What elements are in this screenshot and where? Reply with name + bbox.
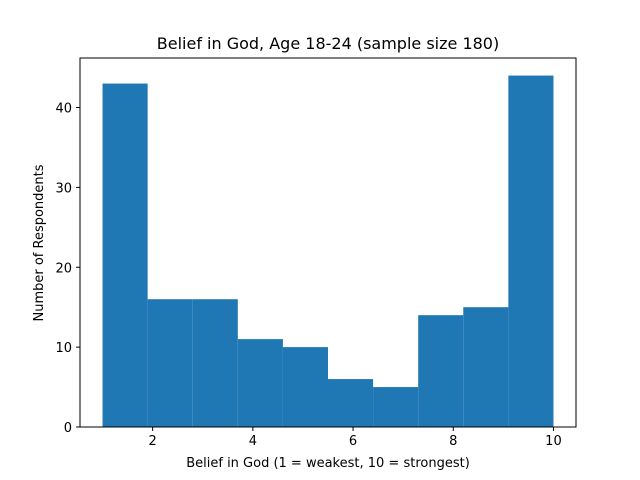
y-axis-label: Number of Respondents [32, 164, 47, 321]
histogram-bar-7 [373, 387, 419, 427]
histogram-bar-5 [282, 347, 328, 427]
histogram-bar-4 [237, 339, 283, 427]
chart-title: Belief in God, Age 18-24 (sample size 18… [157, 34, 499, 53]
histogram-bar-1 [102, 83, 148, 427]
histogram-bar-2 [147, 299, 193, 427]
y-axis-ticks: 0 10 20 30 40 [55, 102, 80, 436]
x-tick-label: 6 [349, 434, 357, 449]
histogram-bar-9 [463, 307, 509, 427]
x-axis-label: Belief in God (1 = weakest, 10 = stronge… [186, 456, 470, 471]
y-tick-label: 0 [64, 421, 72, 436]
x-axis-ticks: 2 4 6 8 10 [149, 427, 562, 449]
histogram-bar-10 [508, 75, 554, 428]
x-tick-label: 2 [149, 434, 157, 449]
plot-frame [79, 57, 577, 428]
x-tick-label: 4 [249, 434, 257, 449]
histogram-bar-3 [192, 299, 238, 427]
y-tick-label: 10 [55, 341, 72, 356]
histogram-bar-8 [418, 315, 464, 427]
bars-group [102, 75, 554, 428]
y-tick-label: 40 [55, 102, 72, 117]
x-tick-label: 8 [449, 434, 457, 449]
y-tick-label: 20 [55, 261, 72, 276]
y-tick-label: 30 [55, 181, 72, 196]
histogram-bar-6 [328, 379, 374, 427]
x-tick-label: 10 [545, 434, 562, 449]
